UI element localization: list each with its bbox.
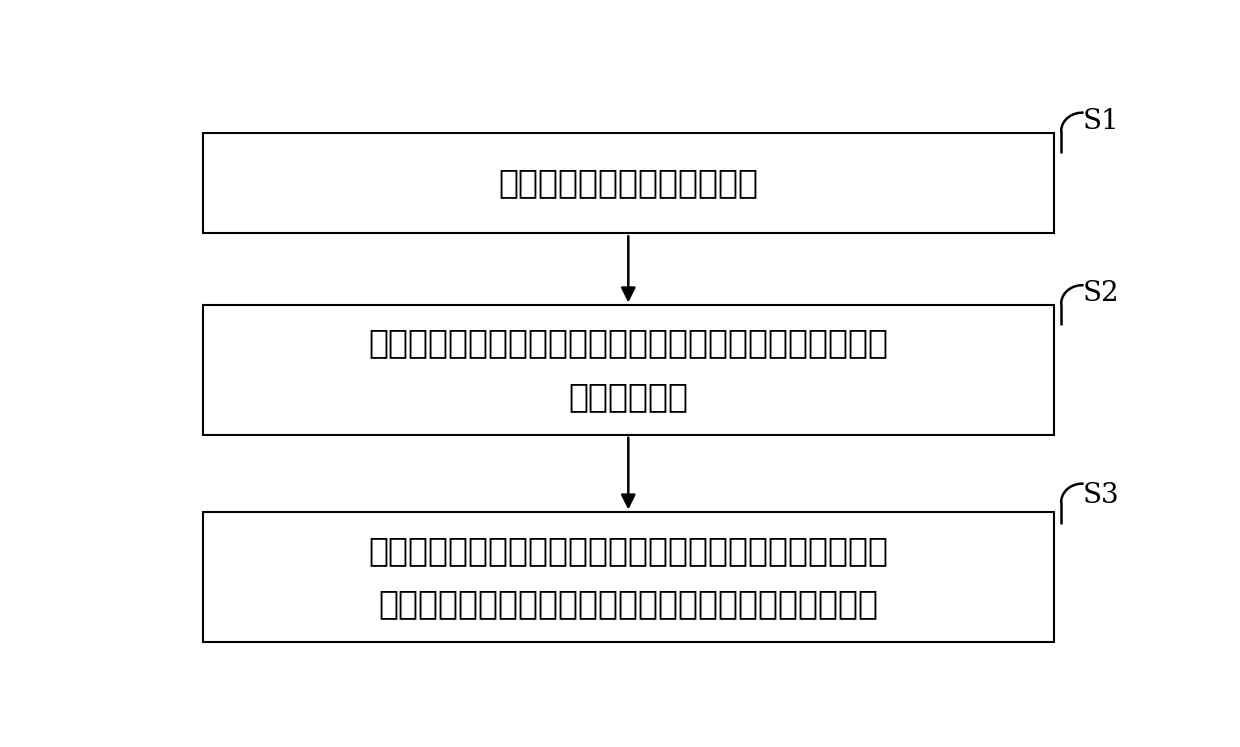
Text: 根据所述第一人体图像识别人体姿势，生成人体姿势对应的
人体姿势数据: 根据所述第一人体图像识别人体姿势，生成人体姿势对应的 人体姿势数据: [368, 326, 888, 413]
Bar: [203, 133, 1054, 233]
Text: 实时采集用户的第一人体图像: 实时采集用户的第一人体图像: [498, 167, 759, 199]
Bar: [203, 306, 1054, 435]
Bar: [203, 512, 1054, 642]
Text: S1: S1: [1083, 108, 1120, 134]
Text: S3: S3: [1083, 482, 1118, 509]
Text: S2: S2: [1083, 280, 1118, 307]
Text: 根据预先存储的人体姿势数据与桌面高度的对应关系，确定
桌面的调整高度，并根据所述调整高度进行桌面高度调节: 根据预先存储的人体姿势数据与桌面高度的对应关系，确定 桌面的调整高度，并根据所述…: [368, 533, 888, 621]
